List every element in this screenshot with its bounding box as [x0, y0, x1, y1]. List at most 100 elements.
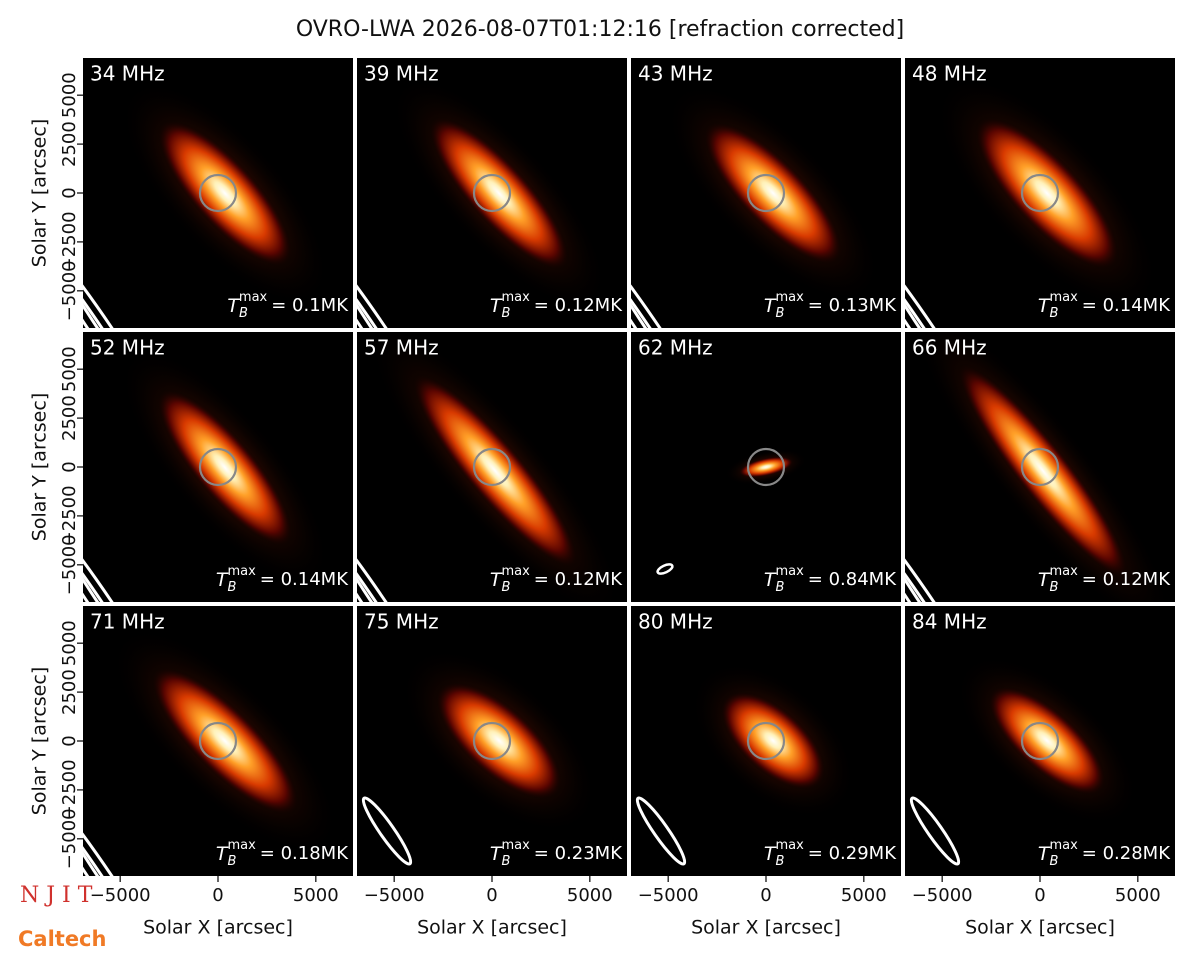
solar-disk	[746, 721, 786, 761]
emission	[157, 119, 293, 268]
symbol-sub: B	[502, 306, 511, 321]
panel-title: 80 MHz	[638, 610, 713, 634]
x-tick-label: 5000	[1115, 885, 1161, 906]
symbol: T	[216, 569, 229, 591]
tb-value: = 0.29MK	[808, 843, 897, 864]
solar-disk	[1020, 173, 1060, 213]
emission	[738, 456, 794, 478]
x-tick-label: 5000	[293, 885, 339, 906]
y-axis-label: Solar Y [arcsec]	[29, 667, 51, 815]
beam	[635, 796, 687, 866]
symbol-sub: B	[1050, 306, 1059, 321]
panel-title: 52 MHz	[90, 336, 165, 360]
tb-value: = 0.14MK	[1082, 295, 1171, 316]
symbol: T	[1038, 843, 1051, 865]
emission	[156, 388, 294, 547]
panel-title: 71 MHz	[90, 610, 165, 634]
x-tick-label: 0	[486, 885, 497, 906]
panel	[631, 606, 901, 876]
x-tick-label: 0	[1034, 885, 1045, 906]
symbol-sup: max	[1049, 838, 1078, 853]
y-tick-label: 0	[59, 461, 80, 472]
tb-max: TBmax = 0.14MK	[216, 564, 349, 595]
symbol-sup: max	[501, 838, 530, 853]
x-axis-label: Solar X [arcsec]	[965, 917, 1115, 939]
x-axis-label: Solar X [arcsec]	[143, 917, 293, 939]
symbol-sub: B	[1050, 580, 1059, 595]
tb-max: TBmax = 0.12MK	[490, 290, 623, 321]
symbol-sup: max	[775, 564, 804, 579]
x-axis-label: Solar X [arcsec]	[691, 917, 841, 939]
symbol-sub: B	[776, 306, 785, 321]
beam	[656, 563, 674, 575]
symbol-sub: B	[1050, 854, 1059, 869]
x-axis-label: Solar X [arcsec]	[417, 917, 567, 939]
tb-value: = 0.28MK	[1082, 843, 1171, 864]
panel-title: 84 MHz	[912, 610, 987, 634]
solar-disk	[198, 721, 238, 761]
y-axis-label: Solar Y [arcsec]	[29, 393, 51, 541]
y-axis-label: Solar Y [arcsec]	[29, 119, 51, 267]
y-tick-label: 0	[59, 735, 80, 746]
x-tick-label: −5000	[364, 885, 425, 906]
y-tick-label: 2500	[59, 669, 80, 715]
emission	[720, 691, 826, 791]
logo: Caltech	[18, 927, 106, 951]
symbol-sup: max	[1049, 290, 1078, 305]
beam	[909, 796, 961, 866]
x-tick-label: −5000	[90, 885, 151, 906]
x-tick-label: 5000	[567, 885, 613, 906]
panel-title: 57 MHz	[364, 336, 439, 360]
emission	[150, 666, 300, 816]
emission	[987, 685, 1107, 796]
tb-max: TBmax = 0.12MK	[490, 564, 623, 595]
solar-disk	[472, 173, 512, 213]
solar-disk	[1020, 721, 1060, 761]
tb-value: = 0.12MK	[534, 295, 623, 316]
tb-value: = 0.12MK	[534, 569, 623, 590]
solar-disk	[1020, 447, 1060, 487]
tb-max: TBmax = 0.14MK	[1038, 290, 1171, 321]
y-tick-label: 5000	[59, 72, 80, 118]
tb-max: TBmax = 0.29MK	[764, 838, 897, 869]
symbol-sub: B	[239, 306, 248, 321]
y-tick-label: −2500	[59, 211, 80, 272]
panel	[631, 332, 901, 602]
symbol: T	[764, 295, 777, 317]
emission	[703, 121, 843, 265]
beam	[361, 796, 413, 866]
symbol-sup: max	[775, 290, 804, 305]
tb-max: TBmax = 0.23MK	[490, 838, 623, 869]
y-tick-label: 5000	[59, 620, 80, 666]
panel-title: 43 MHz	[638, 62, 713, 86]
panel-title: 66 MHz	[912, 336, 987, 360]
y-tick-label: −5000	[59, 534, 80, 595]
tb-max: TBmax = 0.12MK	[1038, 564, 1171, 595]
tb-value: = 0.1MK	[271, 295, 349, 316]
figure-title: OVRO-LWA 2026-08-07T01:12:16 [refraction…	[296, 17, 904, 42]
emission	[974, 116, 1120, 270]
symbol-sup: max	[1049, 564, 1078, 579]
symbol-sub: B	[228, 854, 237, 869]
solar-disk	[472, 721, 512, 761]
x-tick-label: 0	[212, 885, 223, 906]
panel-title: 39 MHz	[364, 62, 439, 86]
logo: N J I T	[20, 883, 93, 908]
panel	[357, 58, 627, 328]
tb-value: = 0.23MK	[534, 843, 623, 864]
panel	[905, 332, 1175, 602]
emission	[957, 363, 1129, 579]
symbol: T	[764, 569, 777, 591]
panel	[905, 606, 1175, 876]
solar-disk	[472, 447, 512, 487]
y-tick-label: 2500	[59, 121, 80, 167]
tb-value: = 0.12MK	[1082, 569, 1171, 590]
solar-disk	[746, 173, 786, 213]
panel	[83, 332, 353, 602]
symbol-sub: B	[776, 580, 785, 595]
symbol-sub: B	[776, 854, 785, 869]
panel-title: 75 MHz	[364, 610, 439, 634]
panel-title: 62 MHz	[638, 336, 713, 360]
symbol: T	[490, 843, 503, 865]
